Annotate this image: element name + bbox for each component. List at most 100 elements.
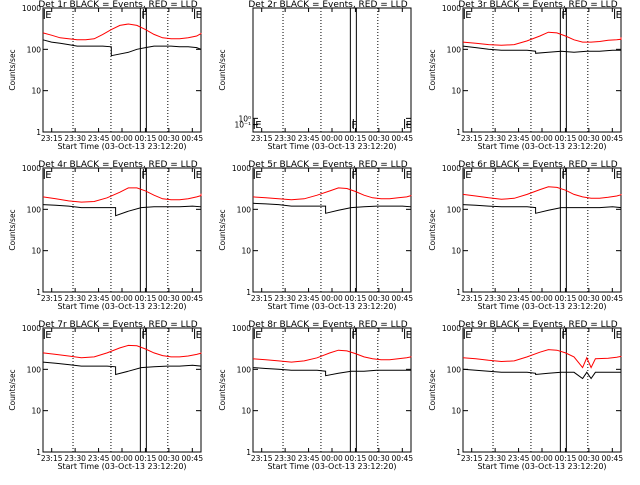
x-tick-label: 00:30 (578, 454, 600, 463)
events-series (42, 361, 202, 376)
events-series (252, 367, 412, 378)
panel-det-8: Det 8r BLACK = Events, RED = LLD Counts/s… (218, 320, 413, 471)
panel-det-6: Det 6r BLACK = Events, RED = LLD Counts/s… (428, 160, 623, 311)
panel-title: Det 9r BLACK = Events, RED = LLD (458, 320, 617, 330)
y-tick-label: 1000 (442, 4, 461, 13)
x-axis-label: Start Time (03-Oct-13 23:12:20) (57, 142, 186, 151)
plot-frame (252, 327, 412, 453)
x-tick-label: 23:15 (461, 454, 483, 463)
lld-series (42, 23, 202, 41)
y-tick-label: 100 (27, 205, 42, 214)
y-tick-label: 1000 (232, 164, 251, 173)
y-axis-label: Counts/sec (8, 49, 17, 90)
y-tick-label: 1 (36, 128, 41, 137)
x-tick-label: 23:15 (461, 294, 483, 303)
x-tick-label: 00:15 (135, 134, 157, 143)
y-tick-label: 1000 (22, 164, 41, 173)
events-series (462, 368, 622, 380)
x-tick-label: 23:45 (298, 134, 320, 143)
x-axis-label: Start Time (03-Oct-13 23:12:20) (477, 462, 606, 471)
lld-series (42, 187, 202, 203)
panel-title: Det 2r BLACK = Events, RED = LLD (248, 0, 407, 10)
x-tick-label: 00:30 (368, 134, 390, 143)
x-tick-label: 00:15 (345, 294, 367, 303)
annotation-f: F (141, 10, 147, 21)
annotation-e: E (616, 10, 622, 21)
y-tick-label: 10 (451, 87, 461, 96)
x-axis-label: Start Time (03-Oct-13 23:12:20) (267, 302, 396, 311)
annotation-e: E (616, 170, 622, 181)
lld-series (252, 187, 412, 201)
x-tick-label: 23:45 (508, 294, 530, 303)
x-tick-label: 00:45 (181, 294, 203, 303)
x-tick-label: 23:30 (484, 454, 506, 463)
events-series (252, 202, 412, 216)
annotation-f: F (351, 170, 357, 181)
y-tick-label: 10 (241, 407, 251, 416)
y-axis-label: Counts/sec (428, 209, 437, 250)
x-tick-label: 23:45 (88, 134, 110, 143)
annotation-e: E (196, 10, 202, 21)
x-tick-label: 23:30 (484, 294, 506, 303)
x-tick-label: 00:15 (555, 454, 577, 463)
y-tick-label: 1 (456, 128, 461, 137)
x-tick-label: 00:30 (158, 294, 180, 303)
x-tick-label: 00:30 (158, 134, 180, 143)
y-tick-label: 100 (447, 205, 462, 214)
x-tick-label: 00:00 (111, 454, 133, 463)
x-tick-label: 00:30 (578, 294, 600, 303)
y-tick-label: 10⁻¹ (234, 121, 251, 130)
y-tick-label: 100 (27, 365, 42, 374)
x-tick-label: 23:45 (298, 454, 320, 463)
annotation-e: E (196, 330, 202, 341)
x-tick-label: 23:30 (64, 454, 86, 463)
x-tick-label: 00:45 (181, 454, 203, 463)
x-tick-label: 23:30 (64, 134, 86, 143)
x-tick-label: 23:30 (274, 454, 296, 463)
x-tick-label: 23:15 (251, 134, 273, 143)
annotation-f: F (561, 170, 567, 181)
x-tick-label: 23:45 (88, 294, 110, 303)
x-tick-label: 00:30 (368, 454, 390, 463)
y-axis-label: Counts/sec (428, 49, 437, 90)
y-tick-label: 10 (31, 87, 41, 96)
panel-title: Det 1r BLACK = Events, RED = LLD (38, 0, 197, 10)
plot-frame (42, 167, 202, 293)
panel-det-7: Det 7r BLACK = Events, RED = LLD Counts/s… (8, 320, 203, 471)
events-series (462, 45, 622, 58)
panel-det-9: Det 9r BLACK = Events, RED = LLD Counts/s… (428, 320, 623, 471)
panel-det-2: Det 2r BLACK = Events, RED = LLD Counts/s… (218, 0, 413, 151)
annotation-f: F (351, 330, 357, 341)
y-tick-label: 1 (456, 288, 461, 297)
x-tick-label: 00:15 (135, 454, 157, 463)
y-axis-label: Counts/sec (218, 209, 227, 250)
annotation-e: E (255, 120, 261, 131)
plot-frame (252, 167, 412, 293)
panel-det-5: Det 5r BLACK = Events, RED = LLD Counts/s… (218, 160, 413, 311)
y-tick-label: 100 (237, 365, 252, 374)
lld-series (462, 349, 622, 369)
annotation-e: E (45, 170, 51, 181)
x-tick-label: 23:15 (251, 294, 273, 303)
x-tick-label: 00:15 (135, 294, 157, 303)
x-tick-label: 23:30 (64, 294, 86, 303)
panel-title: Det 3r BLACK = Events, RED = LLD (458, 0, 617, 10)
y-tick-label: 1000 (22, 4, 41, 13)
y-tick-label: 1 (36, 288, 41, 297)
x-tick-label: 23:30 (484, 134, 506, 143)
annotation-f: F (561, 330, 567, 341)
panel-title: Det 8r BLACK = Events, RED = LLD (248, 320, 407, 330)
annotation-e: E (45, 330, 51, 341)
lld-series (252, 349, 412, 363)
y-tick-label: 100 (447, 45, 462, 54)
x-tick-label: 23:15 (461, 134, 483, 143)
plot-frame (462, 7, 622, 133)
x-tick-label: 00:30 (578, 134, 600, 143)
events-series (42, 39, 202, 57)
x-tick-label: 23:45 (508, 134, 530, 143)
x-tick-label: 23:15 (41, 294, 63, 303)
y-tick-label: 1 (36, 448, 41, 457)
annotation-f: F (141, 330, 147, 341)
plot-frame (42, 327, 202, 453)
